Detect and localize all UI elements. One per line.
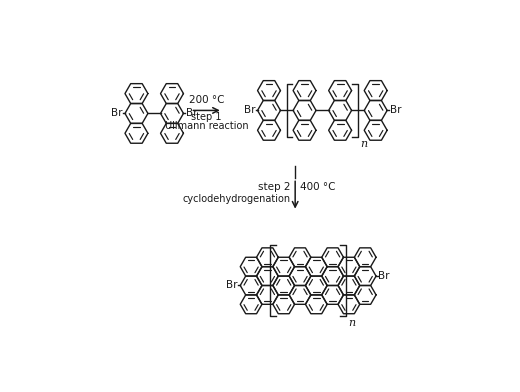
Text: Br: Br xyxy=(111,109,123,118)
Text: Br: Br xyxy=(226,281,238,290)
Text: n: n xyxy=(348,318,355,328)
Text: n: n xyxy=(360,139,367,149)
Text: 400 °C: 400 °C xyxy=(300,182,335,192)
Text: Ullmann reaction: Ullmann reaction xyxy=(165,120,249,131)
Text: 200 °C: 200 °C xyxy=(189,96,224,105)
Text: Br: Br xyxy=(389,105,401,115)
Text: Br: Br xyxy=(379,271,390,281)
Text: Br: Br xyxy=(244,105,255,115)
Text: Br: Br xyxy=(186,109,198,118)
Text: step 2: step 2 xyxy=(258,182,291,192)
Text: cyclodehydrogenation: cyclodehydrogenation xyxy=(183,194,291,205)
Text: step 1: step 1 xyxy=(191,112,222,122)
